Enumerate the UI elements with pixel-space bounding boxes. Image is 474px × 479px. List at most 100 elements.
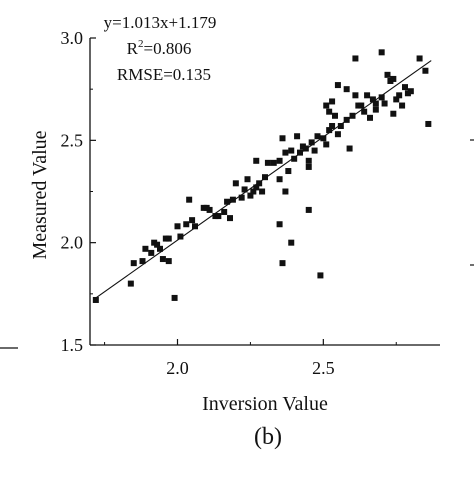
data-point — [227, 215, 233, 222]
data-point — [393, 96, 400, 103]
data-point — [92, 296, 99, 303]
data-point — [367, 114, 373, 121]
data-point — [390, 75, 397, 82]
data-point — [165, 235, 172, 242]
y-tick-label: 2.0 — [61, 233, 84, 253]
data-point — [352, 55, 359, 62]
data-point — [282, 188, 289, 195]
data-point — [238, 194, 245, 201]
data-point — [390, 110, 397, 117]
data-point — [323, 141, 330, 148]
data-point — [282, 149, 289, 156]
data-point — [399, 102, 406, 109]
data-point — [262, 174, 268, 181]
equation-text: y=1.013x+1.179 — [104, 13, 217, 32]
x-tick-label: 2.0 — [166, 358, 189, 378]
data-point — [302, 145, 309, 152]
x-tick-label: 2.5 — [312, 358, 335, 378]
right-edge-fragment — [470, 139, 474, 266]
data-point — [337, 123, 344, 130]
data-point — [332, 112, 338, 119]
data-point — [192, 223, 198, 230]
data-point — [142, 245, 149, 252]
data-points — [92, 49, 432, 303]
data-point — [288, 239, 295, 246]
data-point — [148, 249, 155, 256]
data-point — [232, 180, 239, 187]
y-tick-label: 1.5 — [61, 335, 84, 355]
data-point — [276, 157, 283, 164]
data-point — [317, 272, 324, 279]
data-point — [174, 223, 181, 230]
data-point — [422, 67, 429, 74]
data-point — [177, 233, 184, 240]
data-point — [139, 258, 146, 265]
data-point — [165, 258, 172, 265]
data-point — [372, 106, 379, 113]
data-point — [329, 123, 336, 130]
data-point — [291, 155, 298, 162]
r-squared-exponent: 2 — [138, 38, 144, 50]
data-point — [349, 112, 356, 119]
data-point — [279, 260, 286, 267]
data-point — [276, 176, 283, 183]
data-point — [384, 71, 391, 78]
data-point — [407, 88, 414, 95]
data-point — [305, 163, 312, 170]
data-point — [171, 294, 178, 301]
data-point — [402, 84, 408, 91]
data-point — [308, 139, 315, 146]
data-point — [127, 280, 134, 287]
data-point — [224, 198, 231, 205]
panel-label: (b) — [254, 424, 282, 450]
data-point — [364, 92, 371, 99]
data-point — [189, 217, 196, 224]
stats-annotation: y=1.013x+1.179 R2=0.806 RMSE=0.135 — [104, 13, 217, 84]
data-point — [343, 86, 350, 93]
r-squared-value: =0.806 — [144, 39, 192, 58]
data-point — [326, 127, 333, 134]
data-point — [154, 241, 161, 248]
data-point — [241, 186, 248, 193]
data-point — [425, 120, 432, 127]
data-point — [334, 82, 341, 89]
data-point — [250, 188, 257, 195]
data-point — [314, 133, 321, 140]
data-point — [130, 260, 137, 267]
data-point — [264, 159, 271, 166]
data-point — [270, 159, 277, 166]
data-point — [186, 196, 193, 203]
data-point — [253, 184, 260, 191]
data-point — [288, 147, 295, 154]
data-point — [247, 192, 254, 199]
x-axis-title: Inversion Value — [202, 393, 328, 415]
axis-ticks: 1.5 2.0 2.5 3.0 2.0 2.5 — [61, 28, 397, 378]
data-point — [361, 108, 368, 115]
data-point — [229, 196, 236, 203]
data-point — [326, 108, 333, 115]
y-tick-label: 2.5 — [61, 130, 84, 150]
data-point — [183, 221, 190, 228]
data-point — [159, 256, 166, 263]
data-point — [323, 102, 330, 109]
data-point — [276, 221, 283, 228]
data-point — [256, 180, 263, 187]
data-point — [378, 94, 385, 101]
data-point — [253, 157, 260, 164]
data-point — [305, 157, 312, 164]
data-point — [157, 245, 163, 252]
r-squared-prefix: R — [127, 39, 139, 58]
data-point — [305, 206, 312, 213]
data-point — [334, 131, 341, 138]
rmse-text: RMSE=0.135 — [117, 65, 211, 84]
data-point — [215, 213, 222, 220]
data-point — [311, 147, 318, 154]
data-point — [343, 116, 350, 123]
data-point — [329, 98, 336, 105]
y-tick-label: 3.0 — [61, 28, 84, 48]
y-axis-title: Measured Value — [29, 130, 51, 259]
data-point — [244, 176, 251, 183]
r-squared-text: R2=0.806 — [127, 38, 192, 58]
data-point — [259, 188, 266, 195]
